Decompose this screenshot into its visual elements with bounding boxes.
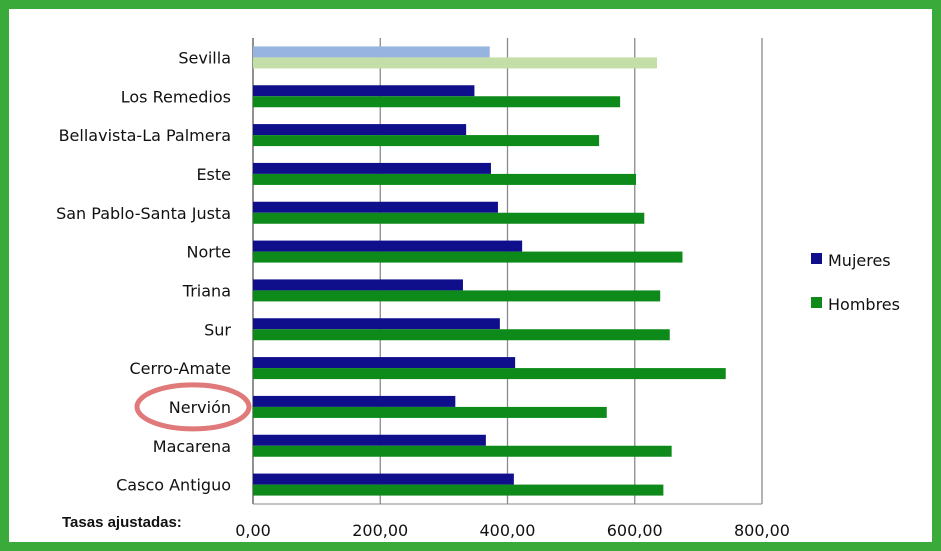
category-labels: Sevilla Los Remedios Bellavista-La Palmera… [56,48,231,494]
x-tick-label: 600,00 [607,521,663,540]
footnote: Tasas ajustadas: [62,514,182,531]
x-tick-labels: 0,00 200,00 400,00 600,00 800,00 [235,521,790,540]
category-label: Los Remedios [121,87,231,106]
bar-hombres [253,445,672,457]
category-label: Sur [204,320,231,339]
category-label: Norte [187,243,231,262]
highlight-circle [134,382,252,432]
bar-mujeres [253,357,516,369]
bar-mujeres [253,279,463,291]
bar-hombres [253,484,664,496]
x-tick-label: 200,00 [352,521,408,540]
bar-hombres [253,212,645,224]
legend-swatch-mujeres [811,253,822,264]
bar-mujeres [253,46,490,58]
bar-mujeres [253,201,498,213]
bar-mujeres [253,434,486,446]
gridlines [252,38,763,505]
legend-label-hombres: Hombres [828,295,900,314]
legend: Mujeres Hombres [811,251,900,314]
legend-swatch-hombres [811,297,822,308]
category-label: Macarena [153,437,231,456]
bar-hombres [253,406,607,418]
bar-hombres [253,368,726,380]
category-label: San Pablo-Santa Justa [56,204,231,223]
x-tick-label: 0,00 [235,521,271,540]
bar-hombres [253,251,683,263]
bar-mujeres [253,395,456,407]
bar-hombres [253,57,658,69]
bar-hombres [253,173,637,185]
bar-mujeres [253,162,491,174]
x-tick-label: 400,00 [480,521,536,540]
category-label: Cerro-Amate [130,359,232,378]
x-tick-label: 800,00 [734,521,790,540]
bar-hombres [253,96,621,108]
category-label: Casco Antiguo [116,476,231,495]
bar-hombres [253,135,600,147]
bar-hombres [253,329,670,341]
bars [253,46,726,496]
category-label: Este [196,165,231,184]
bar-mujeres [253,124,467,136]
bar-mujeres [253,318,500,330]
bar-mujeres [253,240,523,252]
category-label: Triana [182,281,231,300]
bar-mujeres [253,473,514,485]
category-label: Bellavista-La Palmera [59,126,231,145]
bar-hombres [253,290,661,302]
category-label: Nervión [169,398,231,417]
bar-mujeres [253,85,475,97]
category-label: Sevilla [178,48,231,67]
legend-label-mujeres: Mujeres [828,251,891,270]
